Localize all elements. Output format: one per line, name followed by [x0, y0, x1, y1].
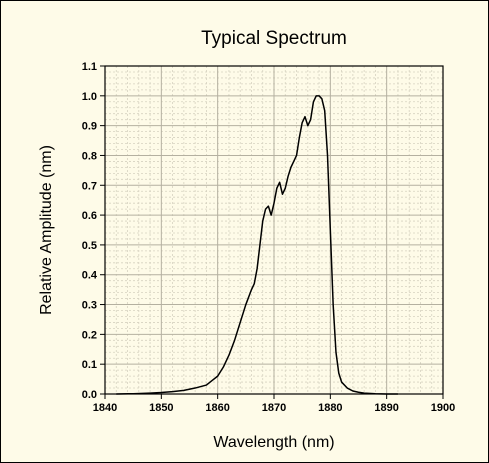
chart-title: Typical Spectrum: [201, 28, 347, 49]
x-axis-label: Wavelength (nm): [213, 434, 334, 451]
y-tick-label: 0.6: [82, 210, 97, 222]
y-tick-label: 0.3: [82, 300, 97, 312]
y-tick-label: 1.0: [82, 91, 97, 103]
y-tick-label: 0.8: [82, 150, 97, 162]
spectrum-line: [116, 95, 398, 395]
x-tick-label: 1870: [262, 402, 286, 414]
axis-ticks: [100, 65, 444, 399]
x-tick-labels: 1840 1850 1860 1870 1880 1890 1900: [93, 402, 455, 414]
y-tick-label: 0.0: [82, 389, 97, 401]
y-tick-labels: 0.0 0.1 0.2 0.3 0.4 0.5 0.6 0.7 0.8 0.9 1.0 1.1: [82, 61, 98, 401]
y-tick-label: 0.2: [82, 329, 97, 341]
x-tick-label: 1890: [374, 402, 398, 414]
y-tick-label: 0.7: [82, 180, 97, 192]
y-tick-label: 1.1: [82, 61, 97, 73]
x-tick-label: 1850: [149, 402, 173, 414]
y-axis-label: Relative Amplitude (nm): [38, 145, 55, 315]
x-tick-label: 1840: [93, 402, 117, 414]
x-tick-label: 1860: [205, 402, 229, 414]
x-tick-label: 1900: [431, 402, 455, 414]
x-tick-label: 1880: [318, 402, 342, 414]
y-tick-label: 0.5: [82, 240, 97, 252]
y-tick-label: 0.9: [82, 121, 97, 133]
major-gridlines: [104, 65, 444, 395]
y-tick-label: 0.1: [82, 359, 97, 371]
y-tick-label: 0.4: [82, 270, 98, 282]
